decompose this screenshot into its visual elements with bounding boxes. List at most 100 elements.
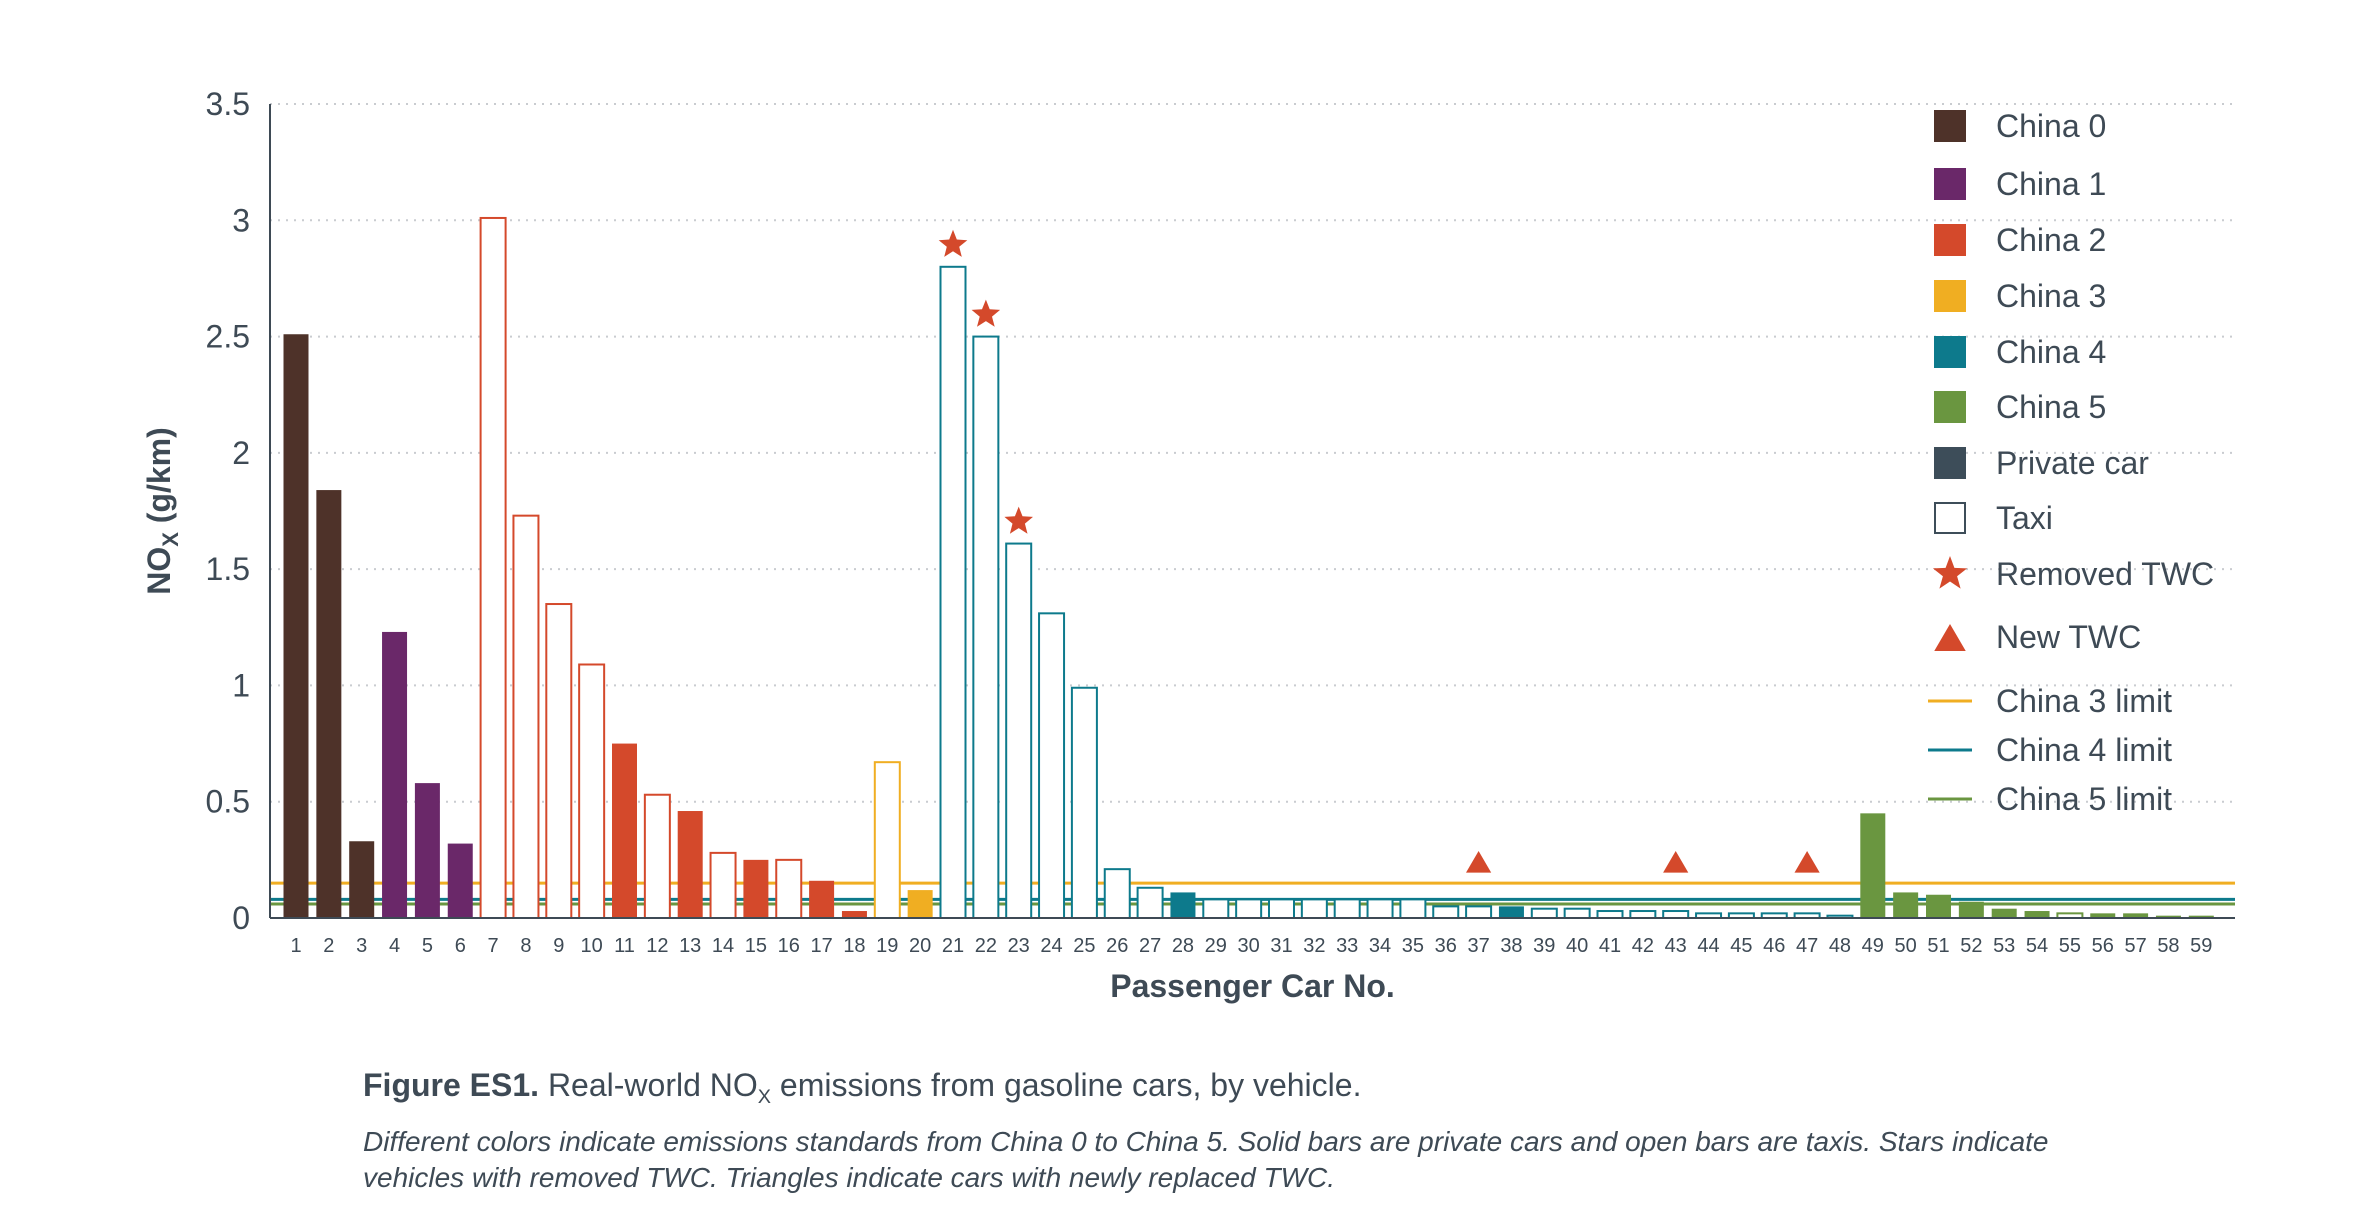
- bar-car-41: [1596, 910, 1624, 919]
- bar-car-19: [873, 761, 901, 919]
- x-tick-label: 16: [778, 935, 800, 957]
- x-tick-label: 17: [810, 935, 832, 957]
- x-tick-label: 24: [1040, 935, 1062, 957]
- bar-car-1: [283, 334, 309, 918]
- bar-car-27: [1136, 886, 1164, 919]
- x-tick-label: 8: [520, 935, 531, 957]
- x-tick-label: 58: [2157, 935, 2179, 957]
- bar-car-39: [1530, 907, 1558, 920]
- x-tick-label: 49: [1862, 935, 1884, 957]
- y-tick-label: 3.5: [206, 86, 250, 122]
- bar-car-49: [1860, 813, 1886, 918]
- bar-car-25: [1070, 686, 1098, 919]
- twc-markers: [938, 229, 1820, 873]
- bar-car-53: [1991, 908, 2017, 918]
- x-tick-label: 3: [356, 935, 367, 957]
- x-tick-label: 22: [975, 935, 997, 957]
- bar-car-17: [809, 880, 835, 918]
- bar-car-37: [1465, 905, 1493, 919]
- caption-title-sub: X: [757, 1085, 771, 1108]
- bar-car-2: [316, 490, 342, 918]
- x-tick-label: 29: [1205, 935, 1227, 957]
- y-tick-label: 1: [232, 667, 250, 703]
- legend-label: China 5 limit: [1996, 781, 2172, 817]
- x-tick-label: 47: [1796, 935, 1818, 957]
- figure-caption-title: Figure ES1. Real-world NOX emissions fro…: [363, 1067, 1361, 1109]
- figure-label: Figure ES1.: [363, 1067, 540, 1103]
- bar-car-50: [1893, 892, 1919, 918]
- bar-car-40: [1563, 907, 1591, 920]
- bar-car-30: [1235, 898, 1263, 920]
- legend-label: China 1: [1996, 166, 2106, 202]
- bar-car-9: [545, 603, 573, 919]
- x-tick-label: 35: [1402, 935, 1424, 957]
- x-tick-label: 52: [1960, 935, 1982, 957]
- new-twc-triangle: [1663, 851, 1689, 873]
- y-tick-label: 0: [232, 900, 250, 936]
- x-tick-label: 27: [1139, 935, 1161, 957]
- bar-car-5: [414, 783, 440, 918]
- bar-car-52: [1958, 901, 1984, 918]
- legend-swatch: [1934, 336, 1966, 368]
- legend-label: New TWC: [1996, 619, 2141, 655]
- bar-car-14: [709, 851, 737, 920]
- x-tick-label: 28: [1172, 935, 1194, 957]
- bar-car-7: [479, 216, 507, 919]
- bar-car-38: [1498, 906, 1524, 918]
- removed-twc-star: [1004, 506, 1033, 534]
- bar-car-16: [775, 858, 803, 919]
- x-tick-label: 20: [909, 935, 931, 957]
- y-tick-label: 1.5: [206, 551, 250, 587]
- x-tick-label: 11: [614, 935, 635, 957]
- x-tick-label: 48: [1829, 935, 1851, 957]
- bar-car-20: [907, 890, 933, 918]
- bar-car-3: [349, 841, 375, 918]
- x-tick-label: 32: [1303, 935, 1325, 957]
- x-tick-label: 19: [876, 935, 898, 957]
- caption-title-pre: Real-world NO: [539, 1067, 758, 1103]
- bar-car-10: [578, 663, 606, 919]
- x-tick-label: 38: [1500, 935, 1522, 957]
- bar-car-4: [382, 631, 408, 918]
- x-tick-label: 5: [422, 935, 433, 957]
- x-tick-label: 40: [1566, 935, 1588, 957]
- x-tick-label: 13: [679, 935, 701, 957]
- legend-swatch: [1934, 391, 1966, 423]
- bar-car-26: [1103, 868, 1131, 919]
- legend-swatch-open: [1934, 502, 1966, 534]
- new-twc-triangle: [1466, 851, 1492, 873]
- x-tick-label: 26: [1106, 935, 1128, 957]
- x-tick-label: 4: [389, 935, 400, 957]
- x-tick-label: 44: [1697, 935, 1719, 957]
- y-tick-label: 3: [232, 202, 250, 238]
- x-tick-label: 37: [1467, 935, 1489, 957]
- bars: [283, 216, 2214, 920]
- legend-label: Removed TWC: [1996, 556, 2214, 592]
- bar-car-6: [447, 843, 473, 918]
- legend-label: China 3 limit: [1996, 683, 2172, 719]
- bar-car-34: [1366, 898, 1394, 920]
- bar-car-51: [1926, 894, 1951, 918]
- legend-label: China 4 limit: [1996, 732, 2172, 768]
- bar-car-56: [2090, 913, 2116, 918]
- y-tick-label: 2.5: [206, 319, 250, 355]
- bar-car-43: [1662, 910, 1690, 919]
- x-tick-label: 57: [2124, 935, 2146, 957]
- x-tick-label: 23: [1008, 935, 1030, 957]
- legend-swatch: [1934, 280, 1966, 312]
- x-tick-label: 45: [1730, 935, 1752, 957]
- x-tick-label: 30: [1238, 935, 1260, 957]
- new-twc-triangle: [1794, 851, 1820, 873]
- x-tick-label: 2: [323, 935, 334, 957]
- legend: China 0 China 1 China 2 China 3 China 4 China…: [1928, 108, 2214, 817]
- bar-car-23: [1005, 542, 1033, 919]
- legend-swatch: [1934, 110, 1966, 142]
- x-tick-label: 15: [745, 935, 767, 957]
- x-tick-label: 56: [2092, 935, 2114, 957]
- bar-car-29: [1202, 898, 1230, 920]
- axes: 0 0.5 1 1.5 2 2.5 3 3.5 NOX (g/km) Passenger Car …: [141, 86, 2235, 1004]
- figure-caption-note: Different colors indicate emissions stan…: [363, 1126, 2049, 1193]
- bar-car-24: [1038, 612, 1066, 919]
- x-tick-label: 1: [290, 935, 301, 957]
